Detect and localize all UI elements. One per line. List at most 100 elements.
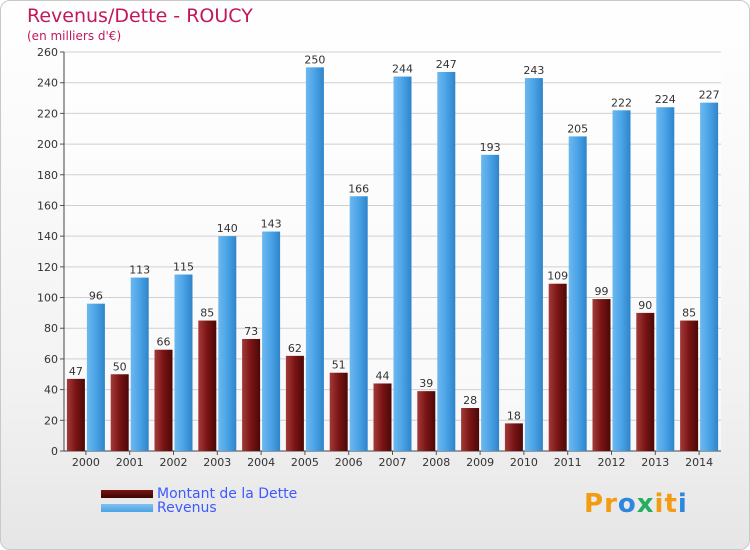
bar-dette <box>548 283 567 451</box>
data-label-dette: 50 <box>113 360 127 373</box>
data-label-revenus: 227 <box>699 89 720 102</box>
bar-revenus <box>349 196 368 451</box>
data-label-revenus: 166 <box>348 182 369 195</box>
bar-dette <box>504 423 523 451</box>
x-tick-label: 2004 <box>247 456 275 469</box>
x-tick-label: 2010 <box>510 456 538 469</box>
y-tick-label: 140 <box>37 230 58 243</box>
data-label-revenus: 140 <box>217 222 238 235</box>
legend-label-revenus: Revenus <box>157 500 217 516</box>
y-tick-label: 40 <box>44 384 58 397</box>
y-tick-label: 120 <box>37 261 58 274</box>
y-tick-label: 160 <box>37 199 58 212</box>
bar-dette <box>373 383 392 451</box>
data-label-revenus: 243 <box>523 64 544 77</box>
bar-dette <box>110 374 129 451</box>
bar-dette <box>329 372 348 451</box>
logo-letter: r <box>604 489 618 519</box>
x-tick-label: 2000 <box>72 456 100 469</box>
bar-dette <box>285 355 304 451</box>
data-label-dette: 28 <box>463 394 477 407</box>
x-tick-label: 2007 <box>379 456 407 469</box>
bar-revenus <box>174 274 193 451</box>
logo-letter: x <box>636 489 655 519</box>
bar-revenus <box>86 303 105 451</box>
data-label-revenus: 96 <box>89 290 103 303</box>
logo-letter: t <box>664 489 678 519</box>
data-label-revenus: 222 <box>611 96 632 109</box>
data-label-dette: 73 <box>244 325 258 338</box>
data-label-dette: 39 <box>419 377 433 390</box>
bar-revenus <box>262 231 281 451</box>
bar-revenus <box>524 78 543 451</box>
data-label-revenus: 247 <box>436 58 457 71</box>
x-tick-label: 2006 <box>335 456 363 469</box>
bar-revenus <box>700 102 719 452</box>
bar-dette <box>592 299 611 451</box>
bar-revenus <box>481 154 500 452</box>
legend-swatch-revenus <box>101 504 153 512</box>
data-label-dette: 51 <box>332 359 346 372</box>
bar-revenus <box>305 67 324 451</box>
data-label-revenus: 115 <box>173 261 194 274</box>
bar-revenus <box>393 76 412 452</box>
x-tick-label: 2014 <box>685 456 713 469</box>
logo-letter: i <box>654 489 665 519</box>
legend-item-revenus: Revenus <box>101 500 297 516</box>
data-label-dette: 62 <box>288 342 302 355</box>
bar-dette <box>154 349 173 451</box>
x-tick-label: 2013 <box>641 456 669 469</box>
data-label-dette: 85 <box>200 307 214 320</box>
legend-item-dette: Montant de la Dette <box>101 486 298 502</box>
bar-revenus <box>437 71 456 451</box>
data-label-dette: 99 <box>595 285 609 298</box>
y-tick-label: 100 <box>37 292 58 305</box>
x-tick-label: 2001 <box>116 456 144 469</box>
y-tick-label: 180 <box>37 169 58 182</box>
x-tick-label: 2008 <box>422 456 450 469</box>
bar-revenus <box>218 236 237 451</box>
proxiti-logo: Proxiti <box>584 489 688 519</box>
y-tick-label: 20 <box>44 414 58 427</box>
y-tick-label: 200 <box>37 138 58 151</box>
x-tick-label: 2005 <box>291 456 319 469</box>
data-label-dette: 90 <box>638 299 652 312</box>
bar-dette <box>66 378 85 451</box>
bar-dette <box>461 408 480 451</box>
legend-label-dette: Montant de la Dette <box>157 486 298 502</box>
data-label-revenus: 143 <box>261 218 282 231</box>
x-tick-label: 2012 <box>598 456 626 469</box>
logo-letter: o <box>617 489 637 519</box>
bar-dette <box>636 312 655 451</box>
data-label-revenus: 250 <box>304 53 325 66</box>
bar-dette <box>198 320 217 451</box>
bar-revenus <box>568 136 587 451</box>
data-label-revenus: 113 <box>129 264 150 277</box>
plot-area <box>64 52 721 451</box>
x-tick-label: 2003 <box>203 456 231 469</box>
y-tick-label: 80 <box>44 322 58 335</box>
x-tick-label: 2009 <box>466 456 494 469</box>
data-label-revenus: 193 <box>480 141 501 154</box>
chart-subtitle: (en milliers d'€) <box>27 29 122 43</box>
x-tick-label: 2011 <box>554 456 582 469</box>
bar-dette <box>242 338 261 451</box>
y-tick-label: 0 <box>51 445 58 458</box>
y-tick-label: 60 <box>44 353 58 366</box>
bar-dette <box>680 320 699 451</box>
chart-title: Revenus/Dette - ROUCY <box>27 5 253 27</box>
data-label-dette: 47 <box>69 365 83 378</box>
legend-swatch-dette <box>101 490 153 498</box>
y-tick-label: 240 <box>37 77 58 90</box>
data-label-dette: 66 <box>157 336 171 349</box>
y-tick-label: 260 <box>37 46 58 59</box>
data-label-dette: 18 <box>507 409 521 422</box>
data-label-dette: 109 <box>547 270 568 283</box>
logo-letter: P <box>584 489 605 519</box>
legend: Montant de la Dette Revenus <box>101 486 298 516</box>
bar-revenus <box>656 107 675 451</box>
data-label-dette: 85 <box>682 307 696 320</box>
bar-dette <box>417 391 436 451</box>
